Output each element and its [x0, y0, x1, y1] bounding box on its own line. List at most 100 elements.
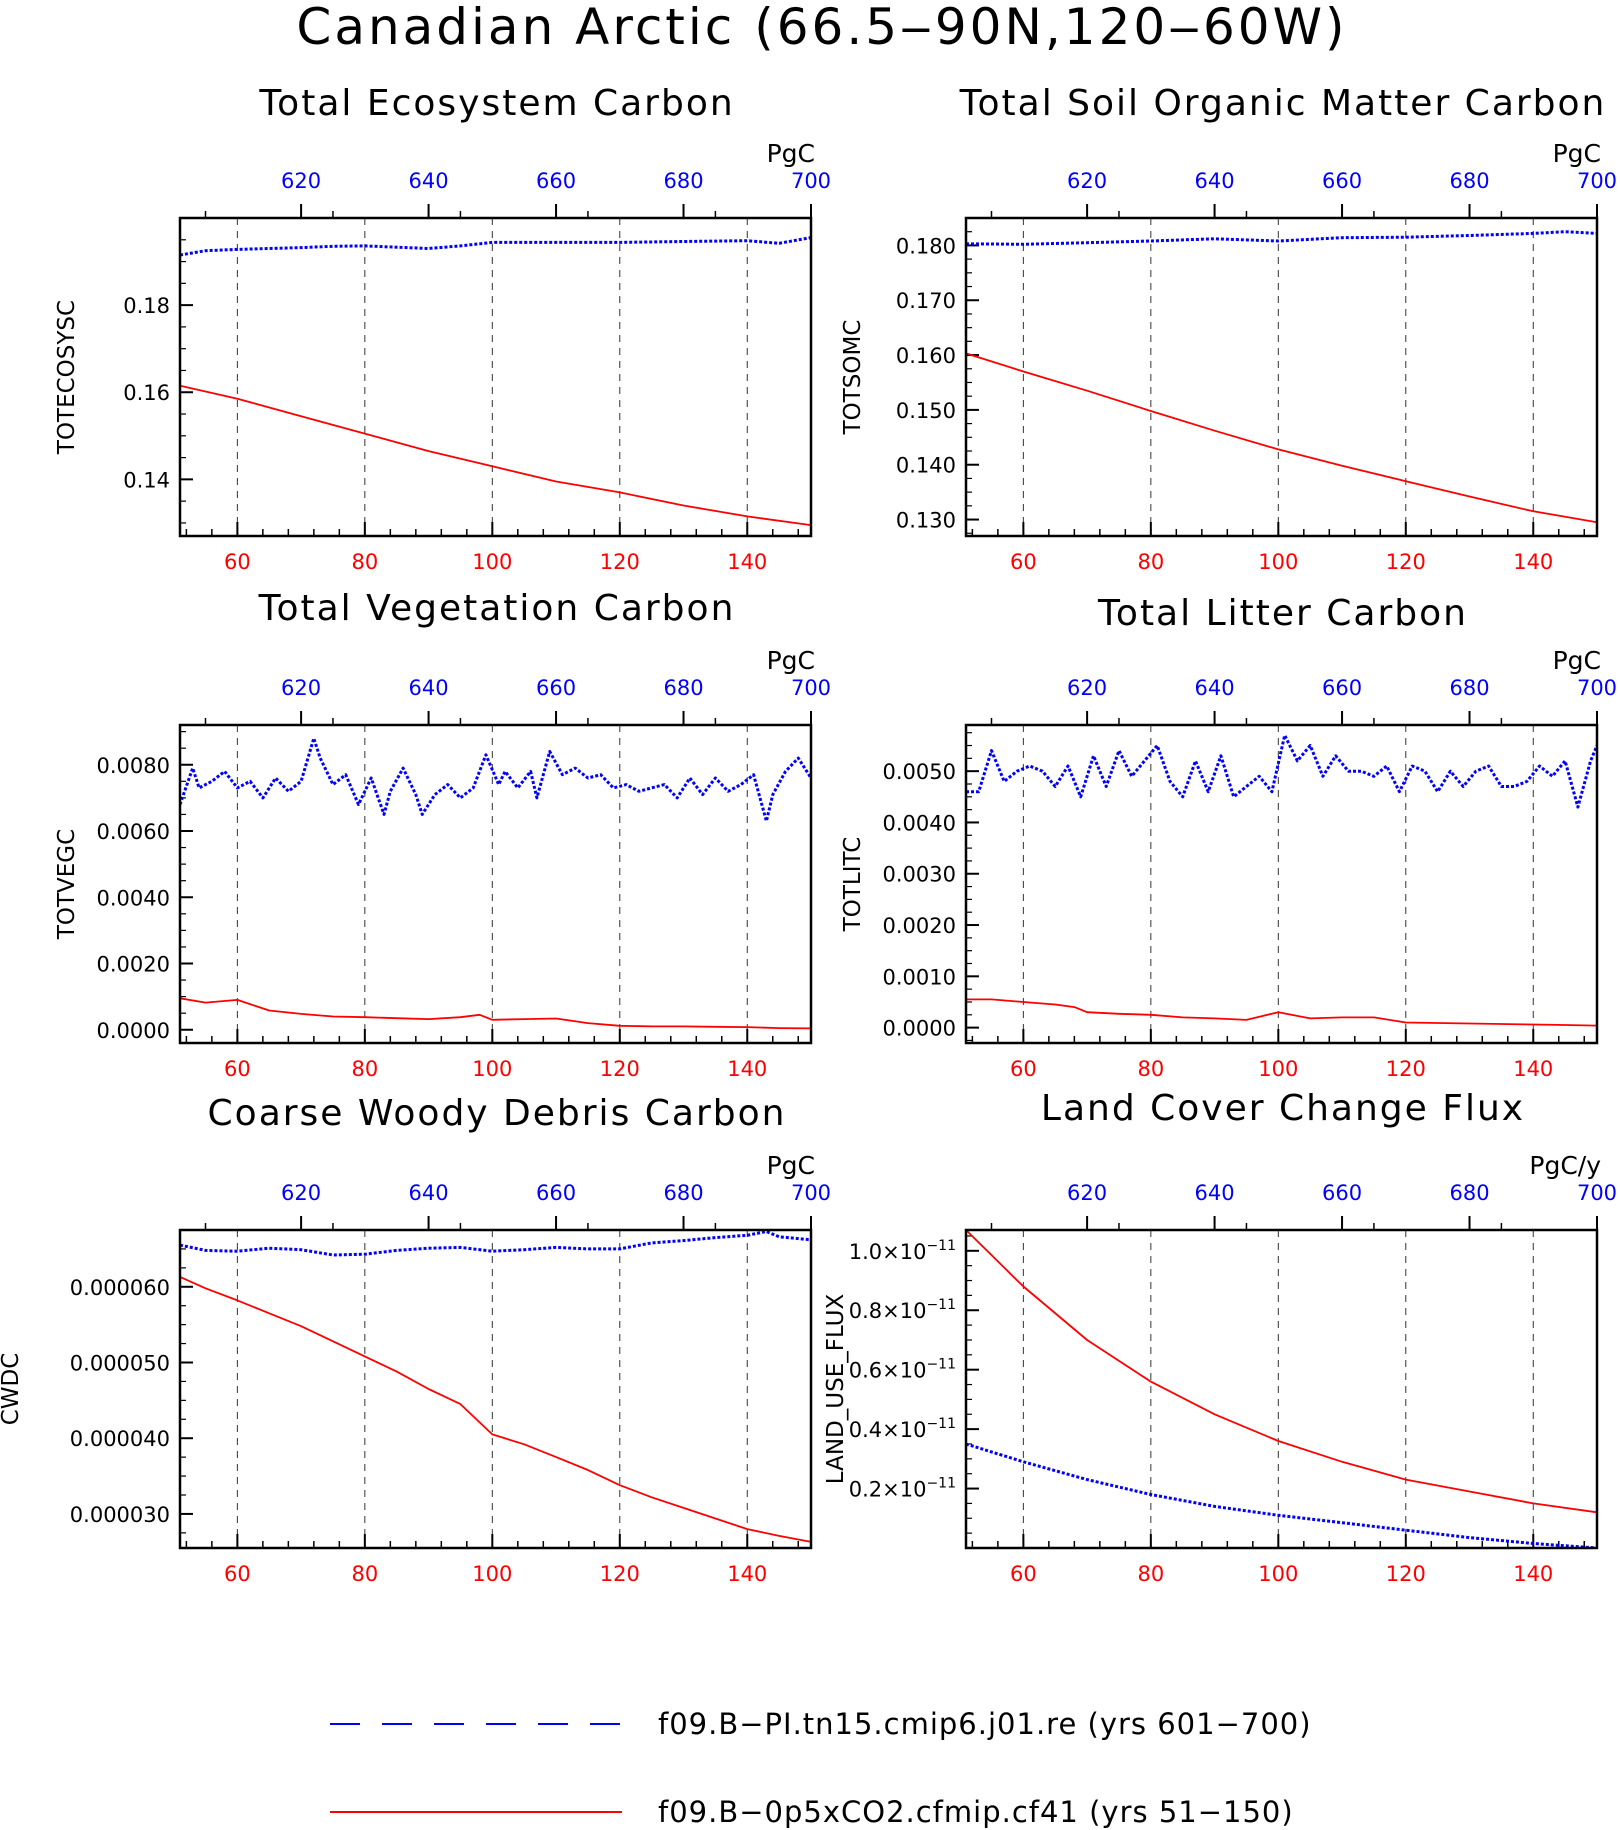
units-label: PgC [767, 646, 815, 675]
x-top-tick-label: 640 [1195, 676, 1235, 700]
y-tick-label: 0.170 [896, 289, 956, 313]
x-top-tick-label: 680 [1449, 1181, 1489, 1205]
panel-title: Total Ecosystem Carbon [258, 83, 734, 124]
series-control [966, 1442, 1597, 1548]
x-tick-label: 100 [472, 550, 512, 574]
x-top-tick-label: 660 [536, 1181, 576, 1205]
x-tick-label: 120 [600, 1562, 640, 1586]
y-tick-label: 0.140 [896, 454, 956, 478]
y-tick-label: 0.0010 [883, 965, 956, 989]
x-tick-label: 120 [1386, 1562, 1426, 1586]
x-top-tick-label: 700 [1577, 169, 1617, 193]
x-tick-label: 80 [1137, 550, 1164, 574]
y-tick-label: 0.000030 [70, 1503, 170, 1527]
y-tick-label: 0.0040 [883, 811, 956, 835]
panel-3: Total Vegetation Carbon 60 80 100 120 140 620 6… [54, 588, 831, 1081]
y-tick-label: 0.160 [896, 344, 956, 368]
x-top-tick-label: 680 [663, 676, 703, 700]
y-axis-label: TOTLITC [840, 837, 866, 933]
x-tick-label: 120 [600, 550, 640, 574]
x-top-tick-label: 700 [1577, 676, 1617, 700]
x-tick-label: 100 [472, 1057, 512, 1081]
x-top-tick-label: 700 [791, 676, 831, 700]
y-tick-label: 0.0040 [97, 886, 170, 910]
y-tick-label: 0.130 [896, 509, 956, 533]
y-tick-label: 0.0020 [883, 914, 956, 938]
y-tick-label: 1.0×10−11 [849, 1238, 956, 1264]
x-tick-label: 120 [1386, 550, 1426, 574]
panels: Total Ecosystem Carbon 60 80 100 120 140 620 64… [0, 83, 1617, 1586]
x-top-tick-label: 680 [663, 1181, 703, 1205]
panel-title: Total Vegetation Carbon [258, 588, 736, 629]
series-control [180, 736, 811, 823]
x-top-tick-label: 660 [1322, 169, 1362, 193]
plot-frame [178, 1228, 813, 1550]
x-tick-label: 140 [727, 550, 767, 574]
plot-frame [178, 723, 813, 1045]
x-top-tick-label: 680 [1449, 676, 1489, 700]
y-tick-label: 0.0050 [883, 760, 956, 784]
x-tick-label: 140 [727, 1562, 767, 1586]
y-tick-label: 0.4×10−11 [849, 1416, 956, 1442]
x-tick-label: 100 [1258, 550, 1298, 574]
x-tick-label: 100 [1258, 1057, 1298, 1081]
panel-1: Total Ecosystem Carbon 60 80 100 120 140 620 64… [54, 83, 831, 574]
x-tick-label: 60 [1010, 1057, 1037, 1081]
x-tick-label: 80 [1137, 1057, 1164, 1081]
x-top-tick-label: 640 [409, 1181, 449, 1205]
x-top-tick-label: 620 [1067, 1181, 1107, 1205]
x-top-tick-label: 700 [791, 169, 831, 193]
x-tick-label: 120 [1386, 1057, 1426, 1081]
y-tick-label: 0.0080 [97, 754, 170, 778]
y-tick-label: 0.000060 [70, 1276, 170, 1300]
series-experiment [966, 352, 1597, 524]
x-tick-label: 100 [472, 1562, 512, 1586]
y-axis-label: TOTSOMC [840, 320, 866, 436]
y-tick-label: 0.18 [123, 294, 170, 318]
series-experiment [180, 997, 811, 1030]
x-tick-label: 120 [600, 1057, 640, 1081]
x-tick-label: 60 [224, 1057, 251, 1081]
plot-frame [178, 216, 813, 538]
x-tick-label: 60 [1010, 1562, 1037, 1586]
x-tick-label: 60 [1010, 550, 1037, 574]
units-label: PgC [1553, 139, 1601, 168]
series-experiment [966, 1230, 1597, 1514]
legend-label-control: f09.B−PI.tn15.cmip6.j01.re (yrs 601−700) [658, 1707, 1312, 1741]
x-tick-label: 60 [224, 550, 251, 574]
panel-title: Total Soil Organic Matter Carbon [959, 83, 1607, 124]
y-tick-label: 0.0060 [97, 820, 170, 844]
series-experiment [966, 998, 1597, 1027]
x-top-tick-label: 680 [1449, 169, 1489, 193]
y-tick-label: 0.0000 [97, 1019, 170, 1043]
y-axis-label: CWDC [0, 1353, 24, 1426]
x-top-tick-label: 660 [1322, 676, 1362, 700]
x-top-tick-label: 640 [1195, 1181, 1235, 1205]
series-control [966, 230, 1597, 246]
x-tick-label: 140 [1513, 1057, 1553, 1081]
y-tick-label: 0.8×10−11 [849, 1297, 956, 1323]
panel-title: Total Litter Carbon [1097, 593, 1468, 634]
units-label: PgC [767, 139, 815, 168]
x-top-tick-label: 620 [281, 1181, 321, 1205]
x-top-tick-label: 700 [1577, 1181, 1617, 1205]
plot-frame [964, 1228, 1599, 1550]
units-label: PgC [1553, 646, 1601, 675]
series-experiment [180, 1276, 811, 1543]
units-label: PgC [767, 1151, 815, 1180]
units-label: PgC/y [1529, 1151, 1601, 1180]
panel-5: Coarse Woody Debris Carbon 60 80 100 120 140 6… [0, 1093, 831, 1586]
y-tick-label: 0.2×10−11 [849, 1476, 956, 1502]
y-tick-label: 0.6×10−11 [849, 1357, 956, 1383]
y-tick-label: 0.000050 [70, 1352, 170, 1376]
x-tick-label: 140 [1513, 550, 1553, 574]
panel-title: Coarse Woody Debris Carbon [208, 1093, 787, 1134]
legend-label-experiment: f09.B−0p5xCO2.cfmip.cf41 (yrs 51−150) [658, 1795, 1294, 1829]
x-tick-label: 140 [1513, 1562, 1553, 1586]
panel-title: Land Cover Change Flux [1041, 1088, 1525, 1129]
series-control [966, 733, 1597, 809]
x-top-tick-label: 680 [663, 169, 703, 193]
panel-4: Total Litter Carbon 60 80 100 120 140 620 640 66… [840, 593, 1617, 1081]
series-experiment [180, 384, 811, 526]
y-axis-label: TOTVEGC [54, 829, 80, 940]
